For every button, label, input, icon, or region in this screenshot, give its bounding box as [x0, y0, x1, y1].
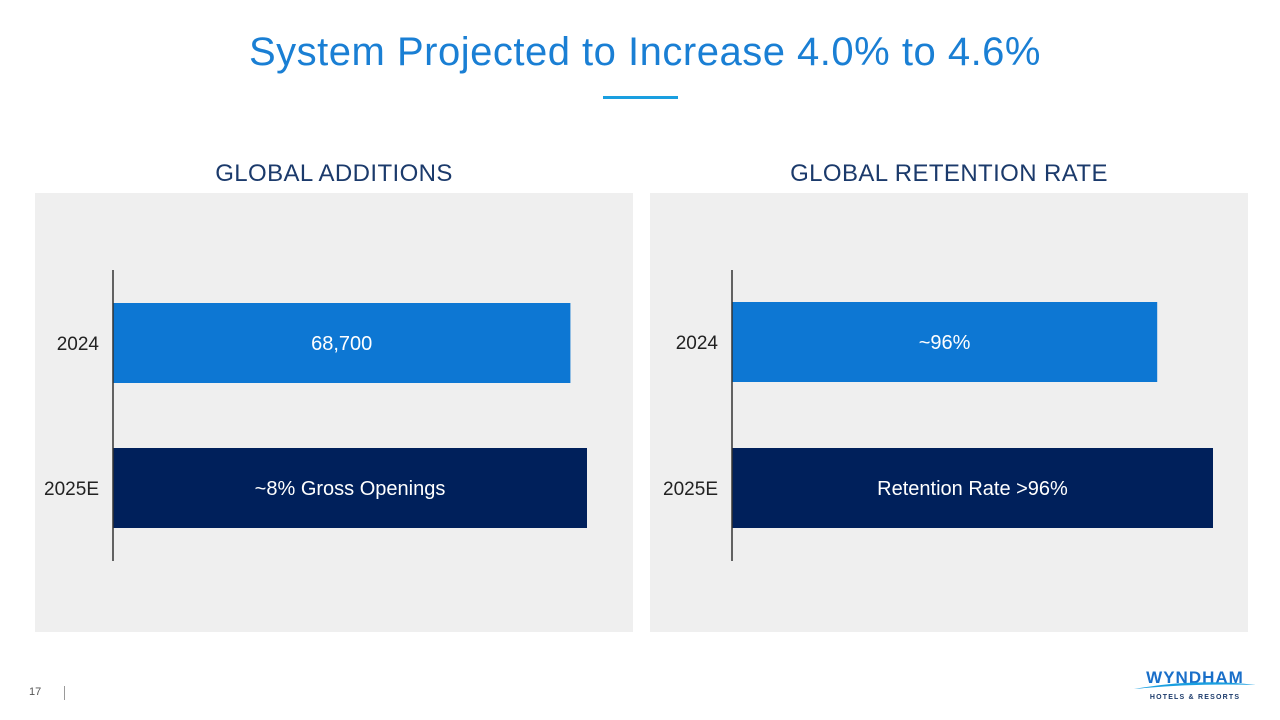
bar-2025e: [113, 448, 587, 528]
global-retention-rate-chart: ~96% 2024 Retention Rate >96% 2025E: [663, 270, 1213, 561]
global-additions-chart: 68,700 2024 ~8% Gross Openings 2025E: [44, 270, 587, 561]
category-label-2025e: 2025E: [663, 479, 718, 500]
title-underline: [603, 96, 678, 99]
chart-title-global-additions: GLOBAL ADDITIONS: [215, 160, 453, 187]
bar-2024: [732, 302, 1158, 382]
bar-label-2024: 68,700: [311, 333, 372, 355]
chart-panel-global-retention-rate: ~96% 2024 Retention Rate >96% 2025E: [650, 193, 1248, 632]
logo-swoosh-icon: [1134, 682, 1256, 689]
slide-title: System Projected to Increase 4.0% to 4.6…: [248, 30, 1041, 74]
logo-tagline: HOTELS & RESORTS: [1149, 694, 1241, 701]
category-label-2025e: 2025E: [44, 479, 99, 500]
chart-title-global-retention-rate: GLOBAL RETENTION RATE: [790, 160, 1108, 187]
bar-label-2025e: Retention Rate >96%: [877, 478, 1068, 500]
bar-2025e: [732, 448, 1213, 528]
wyndham-logo: WYNDHAM HOTELS & RESORTS: [1128, 664, 1262, 708]
bar-2024: [113, 303, 571, 383]
category-label-2024: 2024: [676, 333, 719, 354]
bar-label-2025e: ~8% Gross Openings: [255, 478, 446, 500]
chart-panel-global-additions: 68,700 2024 ~8% Gross Openings 2025E: [35, 193, 633, 632]
category-label-2024: 2024: [57, 334, 100, 355]
page-number: 17: [29, 686, 42, 698]
footer-divider: [64, 686, 65, 700]
logo-wordmark: WYNDHAM: [1146, 668, 1244, 687]
bar-label-2024: ~96%: [919, 332, 971, 354]
